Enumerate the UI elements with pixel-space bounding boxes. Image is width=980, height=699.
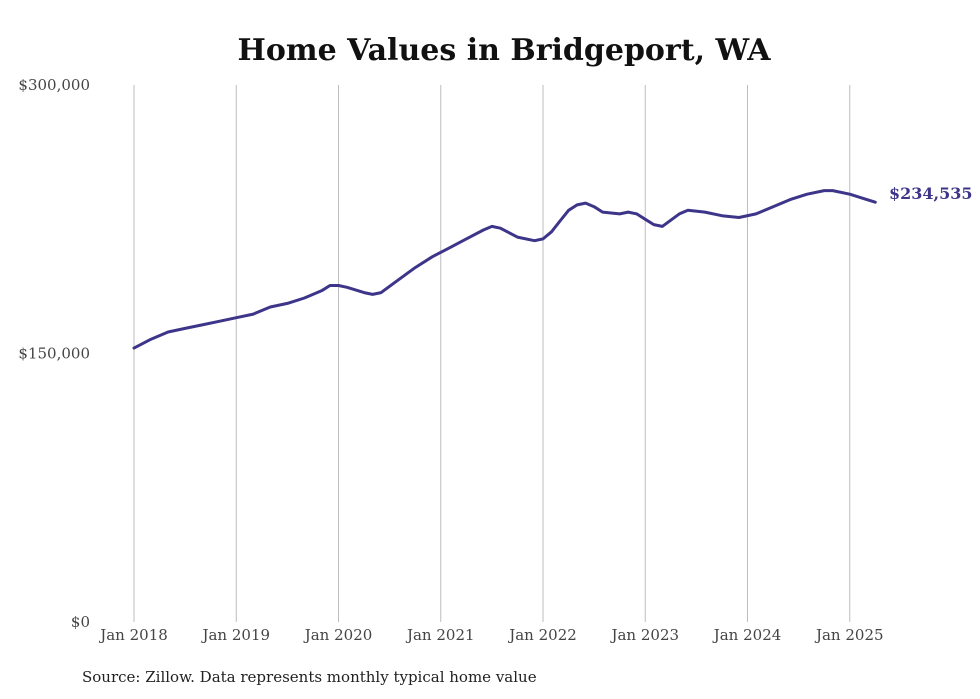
x-tick-label-4: Jan 2022 bbox=[507, 626, 577, 644]
x-tick-label-7: Jan 2025 bbox=[814, 626, 884, 644]
x-tick-label-1: Jan 2019 bbox=[200, 626, 270, 644]
x-axis-tick-labels: Jan 2018 Jan 2019 Jan 2020 Jan 2021 Jan 2022… bbox=[98, 626, 883, 644]
chart-title: Home Values in Bridgeport, WA bbox=[237, 33, 771, 68]
vertical-gridlines bbox=[133, 85, 851, 622]
y-tick-label-1: $150,000 bbox=[18, 345, 90, 363]
last-value-label: $234,535 bbox=[889, 184, 973, 203]
y-axis-tick-labels: $0 $150,000 $300,000 bbox=[18, 76, 90, 631]
x-tick-label-5: Jan 2023 bbox=[609, 626, 679, 644]
x-tick-label-3: Jan 2021 bbox=[405, 626, 475, 644]
y-tick-label-2: $300,000 bbox=[18, 76, 90, 94]
source-note: Source: Zillow. Data represents monthly … bbox=[82, 668, 537, 686]
x-tick-label-6: Jan 2024 bbox=[712, 626, 782, 644]
x-tick-label-2: Jan 2020 bbox=[303, 626, 373, 644]
y-tick-label-0: $0 bbox=[71, 613, 90, 631]
home-value-series-line bbox=[132, 189, 877, 350]
x-tick-label-0: Jan 2018 bbox=[98, 626, 168, 644]
